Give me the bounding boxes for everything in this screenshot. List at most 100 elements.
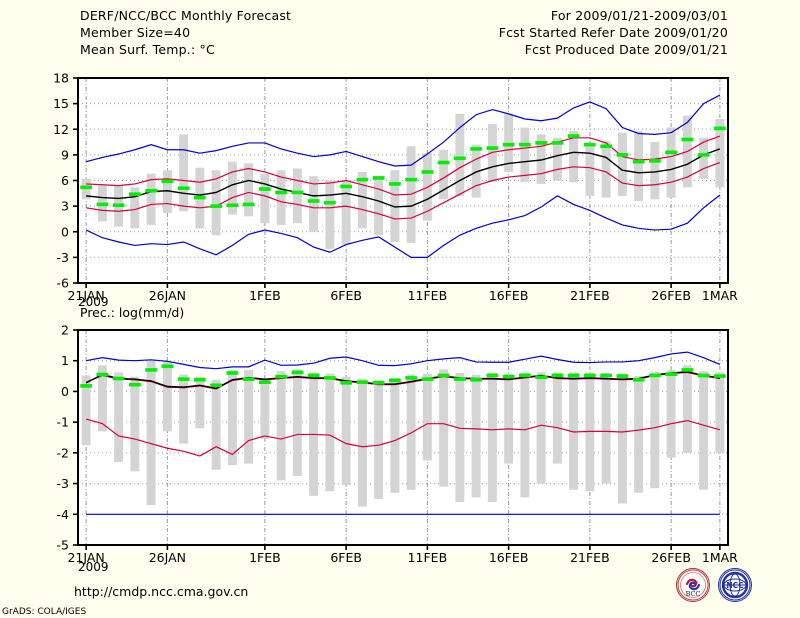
observed-marker xyxy=(194,377,206,382)
spread-bar xyxy=(585,144,595,196)
x-tick-label: 6FEB xyxy=(330,288,362,303)
forecast-range-label: For 2009/01/21-2009/03/01 xyxy=(550,8,728,23)
bottom-chart-year-label: 2009 xyxy=(78,560,109,574)
x-tick-label: 11FEB xyxy=(408,550,448,565)
member-size-label: Member Size=40 xyxy=(80,25,191,40)
observed-marker xyxy=(584,142,596,147)
series-ensemble_mean xyxy=(86,148,721,208)
spread-bar xyxy=(699,371,709,490)
spread-bar xyxy=(699,137,709,179)
spread-bar xyxy=(244,369,254,464)
observed-marker xyxy=(519,373,531,378)
spread-bar xyxy=(146,360,156,506)
spread-bar xyxy=(487,124,497,183)
observed-marker xyxy=(210,383,222,388)
spread-bar xyxy=(357,171,367,229)
spread-bar xyxy=(569,372,579,490)
spread-bar xyxy=(114,372,124,463)
observed-marker xyxy=(405,177,417,182)
observed-marker xyxy=(307,199,320,203)
observed-marker xyxy=(161,179,174,184)
x-tick-label: 26JAN xyxy=(149,288,186,303)
observed-marker xyxy=(259,380,271,385)
spread-bar xyxy=(179,374,189,444)
bcc-logo: BCC xyxy=(676,568,710,602)
observed-marker xyxy=(194,195,206,200)
spread-bar xyxy=(406,374,416,490)
observed-marker xyxy=(177,186,190,190)
observed-marker xyxy=(600,144,612,149)
forecast-produced-label: Fcst Produced Date 2009/01/21 xyxy=(524,42,728,57)
spread-bar xyxy=(374,178,384,236)
observed-marker xyxy=(96,372,109,377)
spread-bar xyxy=(276,170,286,225)
spread-bar xyxy=(601,373,611,484)
series-max xyxy=(85,94,721,167)
observed-marker xyxy=(535,141,547,145)
observed-marker xyxy=(226,371,239,375)
spread-bar xyxy=(487,372,497,502)
spread-bar xyxy=(130,376,140,472)
spread-bar xyxy=(227,161,237,215)
page-title: DERF/NCC/BCC Monthly Forecast xyxy=(80,8,292,23)
spread-bar xyxy=(536,134,546,184)
spread-bar xyxy=(682,365,692,453)
ncc-logo: NCC xyxy=(718,568,752,602)
observed-marker xyxy=(665,372,677,377)
observed-marker xyxy=(356,380,369,385)
variable-label: Mean Surf. Temp.: °C xyxy=(80,42,215,57)
y-tick-label: 3 xyxy=(61,199,69,214)
y-tick-label: -1 xyxy=(57,415,69,430)
surface-temperature-plot: -6 -3 0 3 6 9 12 15 18 21JAN 26JAN 1FEB 6FEB 11FEB 16F… xyxy=(53,71,738,304)
series-mean_plus_sd xyxy=(86,135,721,196)
x-tick-label: 1MAR xyxy=(702,288,738,303)
x-tick-label: 11FEB xyxy=(408,288,448,303)
observed-marker xyxy=(714,374,726,378)
x-tick-label: 26FEB xyxy=(651,550,691,565)
spread-bar xyxy=(455,113,465,196)
observed-marker xyxy=(340,184,352,189)
precipitation-plot: -5 -4 -3 -2 -1 0 1 2 21JAN 26JAN 1FEB 6FEB 11FEB 16FE… xyxy=(57,323,739,566)
observed-marker xyxy=(567,134,580,138)
spread-bar xyxy=(617,373,627,504)
observed-marker xyxy=(632,377,645,382)
spread-bar xyxy=(552,372,562,464)
plot-background xyxy=(78,330,728,545)
spread-bar xyxy=(276,371,286,481)
observed-marker xyxy=(502,142,515,147)
spread-bar xyxy=(520,372,530,498)
observed-marker xyxy=(584,373,596,378)
observed-marker xyxy=(437,373,450,378)
observed-marker xyxy=(259,187,271,191)
observed-marker xyxy=(372,381,385,385)
spread-bar xyxy=(130,187,140,229)
observed-marker xyxy=(112,203,125,208)
x-tick-label: 21JAN xyxy=(67,550,104,565)
spread-bar xyxy=(260,378,270,440)
spread-bar xyxy=(536,372,546,484)
observed-marker xyxy=(177,377,190,381)
observed-marker xyxy=(697,373,710,378)
observed-marker xyxy=(161,364,174,369)
series-mean_minus_sd xyxy=(86,161,721,220)
observed-marker xyxy=(145,188,157,193)
svg-text:BCC: BCC xyxy=(686,590,701,598)
spread-bar xyxy=(439,149,449,200)
x-tick-label: 1FEB xyxy=(249,288,281,303)
x-tick-label: 1MAR xyxy=(702,550,738,565)
observed-marker xyxy=(502,374,515,379)
observed-marker xyxy=(486,373,499,378)
spread-bar xyxy=(227,369,237,466)
y-tick-label: 18 xyxy=(53,71,69,86)
spread-bar xyxy=(504,373,514,464)
spread-bar xyxy=(390,377,400,493)
spread-bar xyxy=(81,375,91,446)
series-min xyxy=(85,194,721,258)
source-url[interactable]: http://cmdp.ncc.cma.gov.cn xyxy=(74,584,249,599)
observed-marker xyxy=(486,146,499,150)
spread-bar xyxy=(97,365,107,432)
observed-marker xyxy=(389,182,401,186)
observed-marker xyxy=(129,382,141,387)
observed-marker xyxy=(649,159,661,163)
